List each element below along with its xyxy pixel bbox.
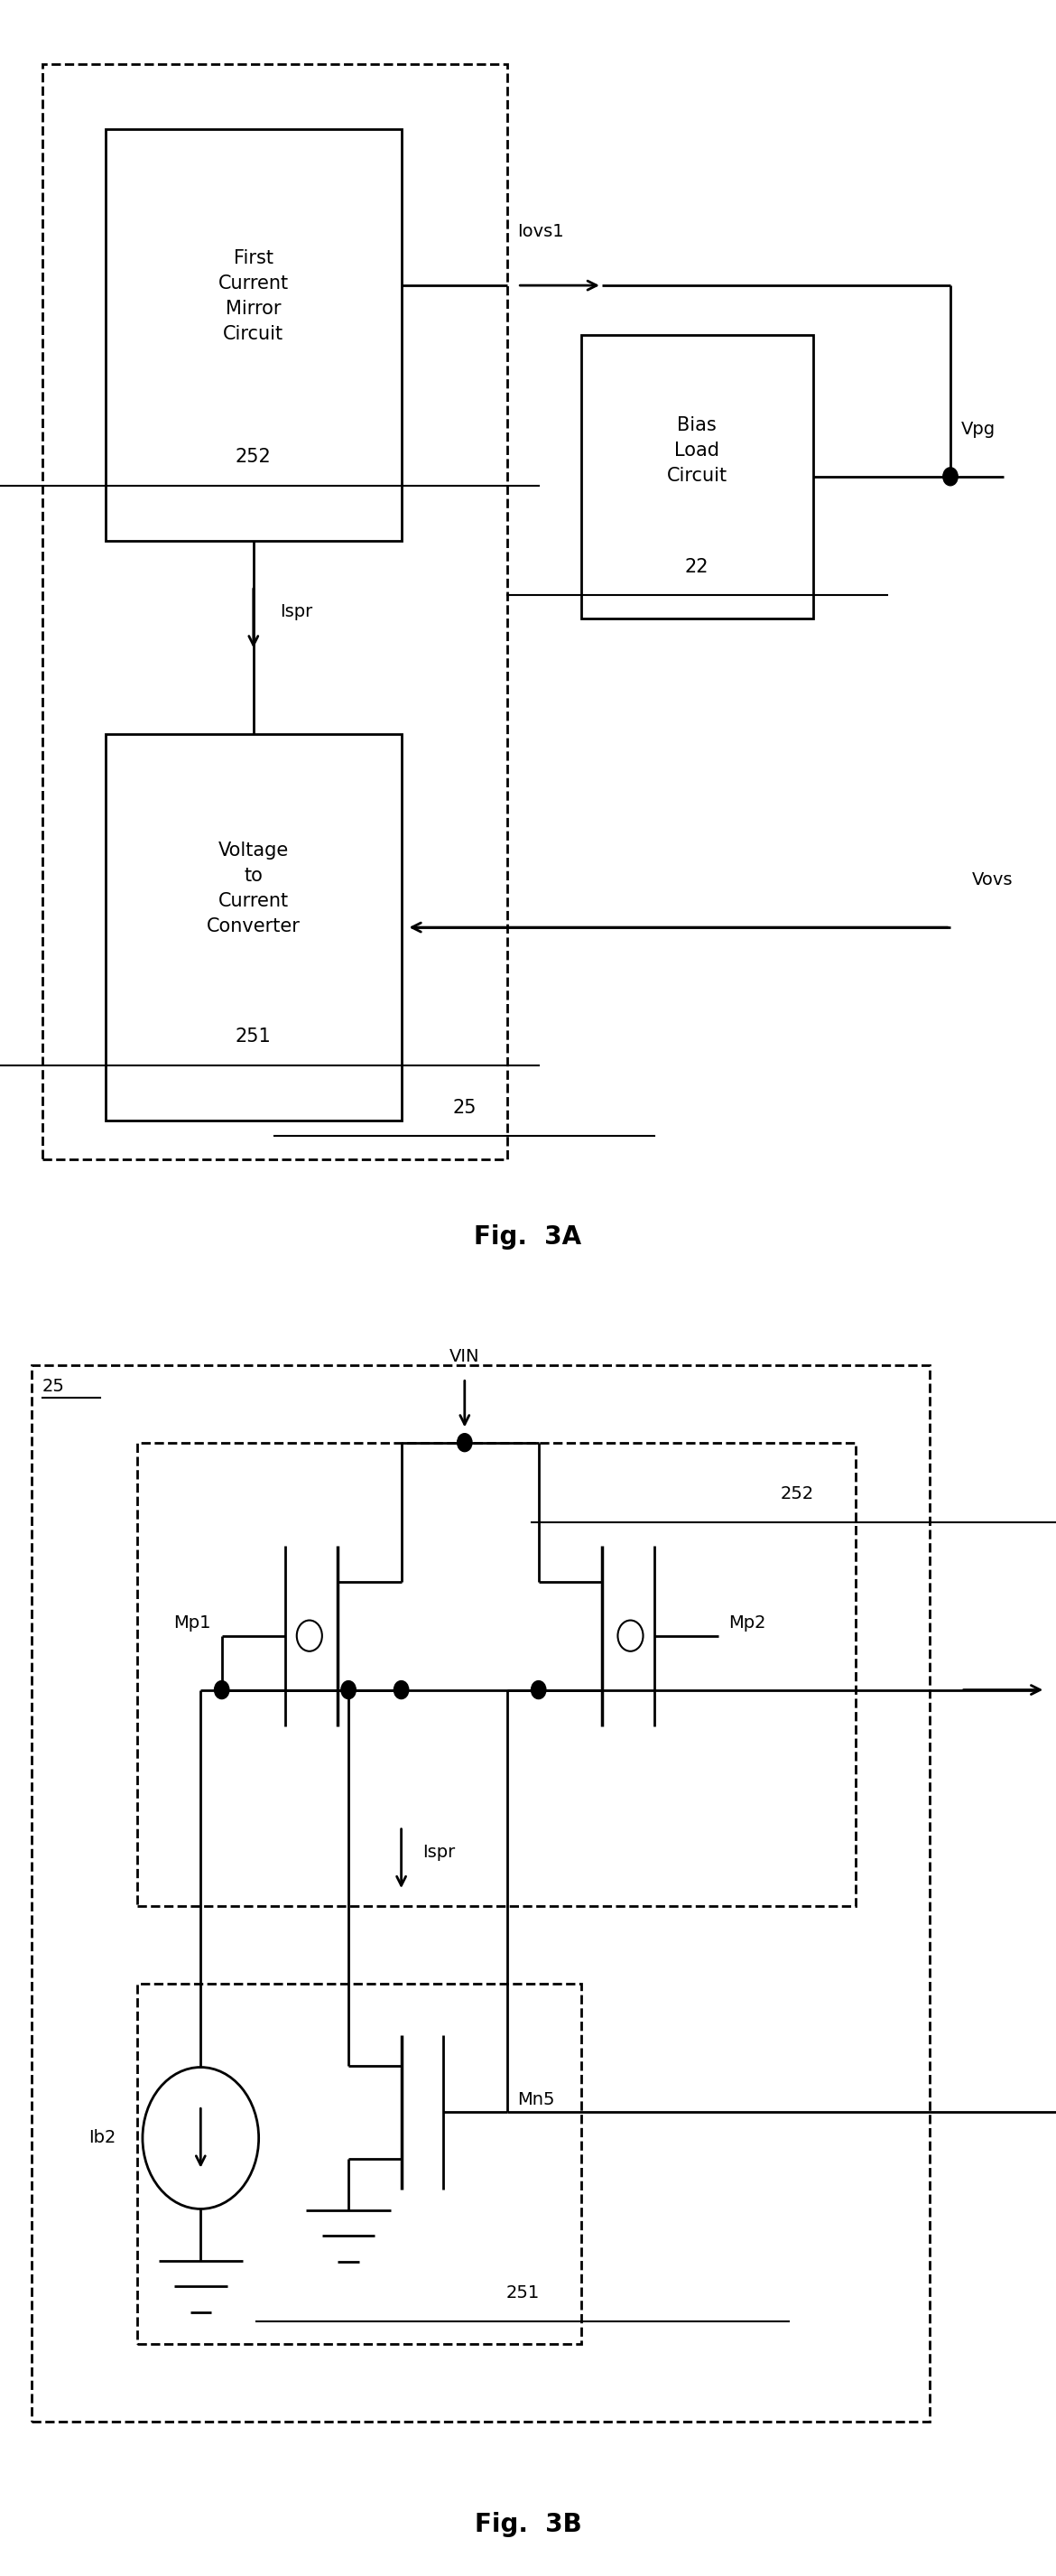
Text: 252: 252 [780, 1486, 814, 1502]
Bar [42, 64, 507, 1159]
Text: 25: 25 [42, 1378, 64, 1396]
Text: Fig.  3B: Fig. 3B [474, 2512, 582, 2537]
Text: Mp2: Mp2 [729, 1615, 766, 1631]
Bar [137, 1984, 581, 2344]
Text: 25: 25 [453, 1097, 476, 1118]
Circle shape [531, 1682, 546, 1700]
Text: 251: 251 [506, 2285, 540, 2300]
Circle shape [457, 1432, 472, 1453]
Text: Mp1: Mp1 [174, 1615, 211, 1631]
Text: Vpg: Vpg [961, 420, 996, 438]
Text: Fig.  3A: Fig. 3A [474, 1224, 582, 1249]
Text: 22: 22 [685, 556, 709, 577]
Bar [32, 1365, 929, 2421]
Text: First
Current
Mirror
Circuit: First Current Mirror Circuit [219, 250, 288, 343]
Text: Iovs1: Iovs1 [517, 224, 564, 240]
Circle shape [394, 1682, 409, 1700]
Text: Bias
Load
Circuit: Bias Load Circuit [666, 417, 728, 484]
Bar [106, 734, 401, 1121]
Circle shape [943, 469, 958, 484]
Text: 252: 252 [235, 448, 271, 466]
Text: Mn5: Mn5 [517, 2092, 554, 2107]
Bar [581, 335, 813, 618]
Text: Ispr: Ispr [280, 603, 313, 621]
Text: VIN: VIN [450, 1347, 479, 1365]
Circle shape [341, 1682, 356, 1700]
Text: Ib2: Ib2 [89, 2130, 116, 2146]
Bar [106, 129, 401, 541]
Text: Voltage
to
Current
Converter: Voltage to Current Converter [207, 842, 300, 935]
Circle shape [214, 1682, 229, 1700]
Bar [137, 1443, 855, 1906]
Text: 251: 251 [235, 1028, 271, 1046]
Text: Vovs: Vovs [972, 871, 1013, 889]
Text: Ispr: Ispr [422, 1844, 455, 1860]
